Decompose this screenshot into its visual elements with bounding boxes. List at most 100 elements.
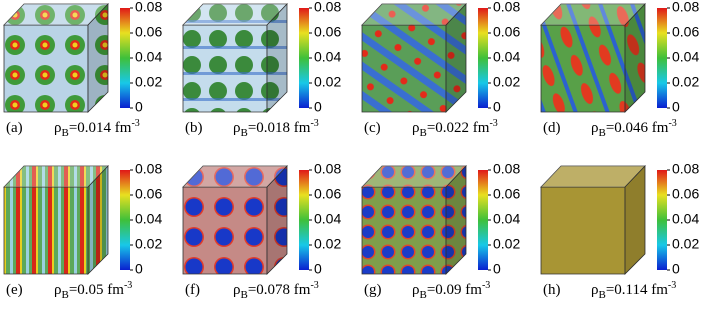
colorbar [478,8,488,108]
subscript: B [241,289,248,301]
cube-front [540,24,626,113]
colorbar-tick-label: 0.08 [314,0,341,15]
cube-top-shade [183,166,287,187]
subscript: B [62,127,69,139]
superscript: -3 [310,118,318,129]
symbol: ρ [54,120,62,136]
panel-caption: ρB=0.022 fm-3 [412,118,498,139]
value-text: =0.05 fm [69,282,124,298]
cube-side-shade [625,4,645,112]
value-text: =0.046 fm [606,120,669,136]
colorbar-tick-label: 0.06 [672,24,699,40]
colorbar [657,170,667,270]
colorbar [120,170,130,270]
cube-front [361,24,447,113]
colorbar-tick-label: 0.06 [314,186,341,202]
panel-label: (d) [543,120,561,136]
subscript: B [420,127,427,139]
panel: 0 0.02 0.04 0.06 0.08 (f) ρB=0.078 fm-3 [182,161,341,301]
cube-side-shade [267,4,287,112]
panel-caption: ρB=0.05 fm-3 [54,280,132,301]
colorbar [299,8,309,108]
colorbar-tick-label: 0.04 [314,211,341,227]
colorbar-tick-label: 0.04 [135,211,162,227]
superscript: -3 [489,118,497,129]
colorbar-tick-label: 0.06 [672,186,699,202]
cube-top-shade [4,4,108,25]
cube-top-shade [183,4,287,25]
superscript: -3 [124,280,132,291]
colorbar-tick-label: 0.04 [314,49,341,65]
colorbar [120,8,130,108]
colorbar-tick-label: 0 [314,261,322,277]
cube-side [445,165,467,275]
colorbar-tick-label: 0.08 [672,0,699,15]
colorbar-tick-label: 0.02 [493,236,520,252]
cube-front [361,186,447,275]
subscript: B [420,289,427,301]
colorbar-tick-label: 0.06 [135,24,162,40]
cube-top-shade [362,4,466,25]
panel-caption: ρB=0.09 fm-3 [412,280,490,301]
panel: 0 0.02 0.04 0.06 0.08 (h) ρB=0.114 fm-3 [540,161,699,301]
cube-front [540,186,626,275]
colorbar-tick-label: 0.06 [314,24,341,40]
panel: 0 0.02 0.04 0.06 0.08 (e) ρB=0.05 fm-3 [3,161,162,301]
panel-label: (c) [364,120,381,136]
panel: 0 0.02 0.04 0.06 0.08 (b) ρB=0.018 fm-3 [182,0,341,139]
value-text: =0.022 fm [427,120,490,136]
symbol: ρ [591,282,599,298]
panel: 0 0.02 0.04 0.06 0.08 (a) ρB=0.014 fm-3 [3,0,162,139]
subscript: B [241,127,248,139]
colorbar [478,170,488,270]
cube-side-shade [625,166,645,274]
colorbar-tick-label: 0 [493,99,501,115]
colorbar [299,170,309,270]
cube-side [266,165,288,275]
colorbar-tick-label: 0.08 [672,161,699,177]
superscript: -3 [668,118,676,129]
subscript: B [62,289,69,301]
colorbar-tick-label: 0.02 [314,74,341,90]
colorbar-tick-label: 0 [493,261,501,277]
colorbar-tick-label: 0.06 [135,186,162,202]
cube-side [624,165,646,275]
colorbar-tick-label: 0.08 [493,161,520,177]
subscript: B [599,289,606,301]
cube-front [182,186,268,275]
cube-side-shade [446,166,466,274]
symbol: ρ [54,282,62,298]
colorbar-tick-label: 0.04 [672,49,699,65]
value-text: =0.09 fm [427,282,482,298]
value-text: =0.078 fm [248,282,311,298]
cube-front [3,24,89,113]
cube-top-shade [541,4,645,25]
colorbar-tick-label: 0 [314,99,322,115]
colorbar-tick-label: 0.02 [135,236,162,252]
symbol: ρ [233,120,241,136]
cube-side [87,3,109,113]
superscript: -3 [668,280,676,291]
colorbar-tick-label: 0.02 [672,236,699,252]
colorbar-tick-label: 0.02 [672,74,699,90]
symbol: ρ [412,120,420,136]
cube-side-shade [88,4,108,112]
value-text: =0.018 fm [248,120,311,136]
colorbar-tick-label: 0.06 [493,24,520,40]
panel-label: (g) [364,282,382,298]
cube-top-shade [362,166,466,187]
cube-side-shade [88,166,108,274]
cube-side [87,165,109,275]
colorbar-tick-label: 0.04 [493,49,520,65]
panel-caption: ρB=0.046 fm-3 [591,118,677,139]
colorbar-tick-label: 0.08 [135,161,162,177]
superscript: -3 [310,280,318,291]
colorbar-tick-label: 0.04 [135,49,162,65]
panel: 0 0.02 0.04 0.06 0.08 (g) ρB=0.09 fm-3 [361,161,520,301]
cube-top-shade [541,166,645,187]
panel-label: (a) [6,120,23,136]
cube-side-shade [446,4,466,112]
cube-front [3,186,89,275]
symbol: ρ [233,282,241,298]
